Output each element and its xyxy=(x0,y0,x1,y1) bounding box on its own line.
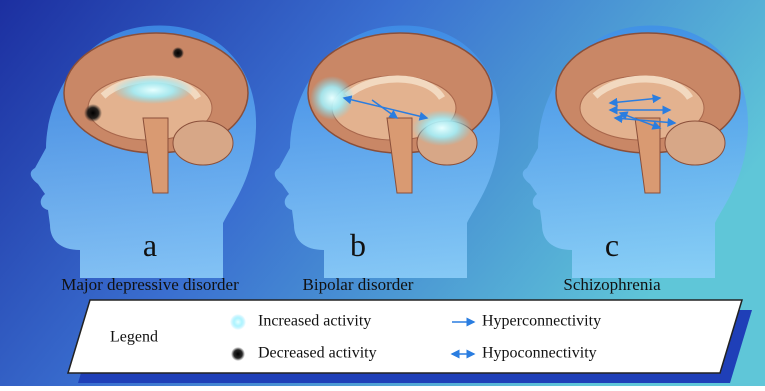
legend-item: Hypoconnectivity xyxy=(482,345,597,362)
connection xyxy=(618,111,662,130)
increased-icon xyxy=(230,314,246,330)
activity-increase xyxy=(412,110,472,146)
panel xyxy=(30,25,257,278)
connection xyxy=(342,95,429,121)
connection xyxy=(371,99,399,119)
activity-increase xyxy=(310,76,354,120)
panel-title: Schizophrenia xyxy=(563,275,661,294)
connection xyxy=(608,94,662,107)
panel-title: Major depressive disorder xyxy=(61,275,239,294)
corpus-callosum xyxy=(592,75,693,101)
cerebellum xyxy=(172,120,234,166)
cerebellum xyxy=(664,120,726,166)
panel-letter: a xyxy=(143,227,157,263)
heads xyxy=(30,25,749,278)
panel-letter: c xyxy=(605,227,619,263)
activity-decrease xyxy=(84,104,102,122)
panel-title: Bipolar disorder xyxy=(303,275,414,294)
legend-title: Legend xyxy=(110,329,158,346)
decreased-icon xyxy=(231,347,245,361)
panel-letter: b xyxy=(350,227,366,263)
corpus-callosum xyxy=(344,75,445,101)
legend-box: Legend Increased activity Decreased acti… xyxy=(66,299,752,383)
activity-decrease xyxy=(172,47,184,59)
panel xyxy=(274,25,501,278)
legend-item: Decreased activity xyxy=(258,345,377,362)
legend-panel xyxy=(66,299,744,374)
legend-item: Hyperconnectivity xyxy=(482,313,601,330)
activity-increase xyxy=(113,76,193,104)
legend-item: Increased activity xyxy=(258,313,371,330)
panel xyxy=(522,25,749,278)
brainstem xyxy=(142,117,169,194)
